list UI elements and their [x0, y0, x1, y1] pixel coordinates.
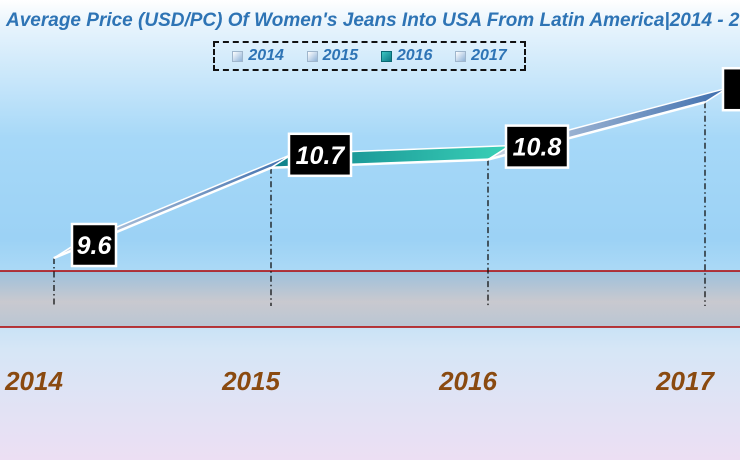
- legend-item-2017[interactable]: 2017: [455, 47, 507, 65]
- legend-swatch-icon: [455, 50, 467, 62]
- data-label-text: 10.7: [296, 142, 346, 170]
- legend-label: 2016: [396, 47, 433, 64]
- series-ribbon: [53, 87, 728, 260]
- data-label-box: [287, 132, 353, 178]
- legend: 2014 2015 2016 2017: [213, 41, 526, 71]
- legend-label: 2014: [248, 47, 284, 64]
- x-axis: 2014 2015 2016 2017: [4, 366, 715, 396]
- data-label-2014: 9.6: [70, 222, 118, 268]
- legend-item-2016[interactable]: 2016: [380, 47, 433, 65]
- x-tick-label-2016: 2016: [438, 366, 497, 396]
- data-label-text: 9.6: [77, 232, 113, 260]
- x-tick-label-2015: 2015: [221, 366, 280, 396]
- x-tick-label-2014: 2014: [4, 366, 63, 396]
- legend-swatch-icon: [380, 50, 392, 62]
- legend-item-2015[interactable]: 2015: [306, 47, 359, 65]
- data-label-2017: 1: [721, 66, 740, 112]
- data-label-box: [70, 222, 118, 268]
- x-tick-label-2017: 2017: [655, 366, 715, 396]
- floor-band: [0, 270, 740, 328]
- floor-band-fill: [0, 271, 740, 327]
- legend-swatch-icon: [306, 50, 318, 62]
- legend-label: 2017: [471, 47, 507, 64]
- drop-lines: [53, 102, 706, 306]
- data-label-text: 10.8: [513, 134, 562, 162]
- legend-swatch-icon: [232, 50, 244, 62]
- data-label-2016: 10.8: [504, 124, 570, 169]
- legend-label: 2015: [322, 47, 359, 64]
- chart-title: Average Price (USD/PC) Of Women's Jeans …: [6, 10, 740, 31]
- data-label-box: [721, 66, 740, 112]
- data-label-box: [504, 124, 570, 169]
- data-labels: 9.6 10.7 10.8 1: [70, 66, 740, 268]
- legend-item-2014[interactable]: 2014: [232, 47, 284, 65]
- data-label-2015: 10.7: [287, 132, 353, 178]
